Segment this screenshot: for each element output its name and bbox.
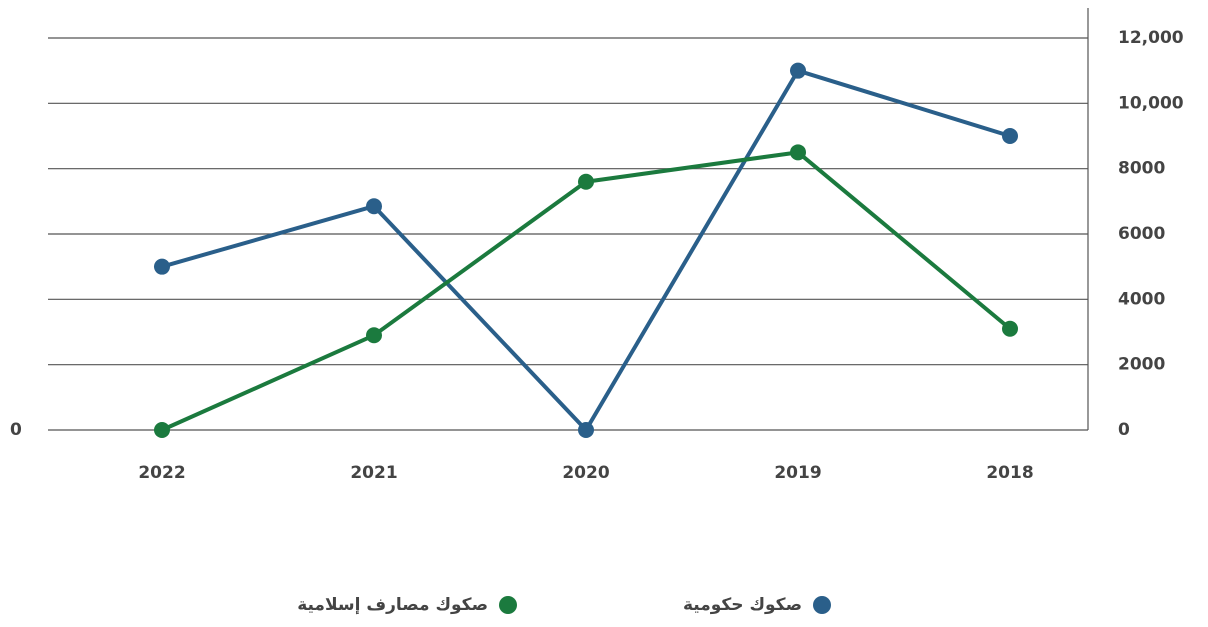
y-tick-label: 4000 <box>1118 289 1165 309</box>
legend-label: صكوك مصارف إسلامية <box>297 595 488 615</box>
data-point <box>578 422 594 438</box>
x-tick-label: 2021 <box>350 463 397 483</box>
data-point <box>366 198 382 215</box>
series-line <box>161 68 1011 432</box>
y-tick-label: 10,000 <box>1118 93 1184 113</box>
y-tick-label: 2000 <box>1118 355 1165 375</box>
data-point <box>154 422 170 438</box>
series-line <box>161 150 1012 432</box>
y-tick-label: 8000 <box>1118 159 1165 179</box>
data-point <box>1002 128 1018 144</box>
y-tick-label: 0 <box>1118 420 1130 440</box>
x-tick-label: 2018 <box>986 463 1033 483</box>
x-tick-label: 2022 <box>138 463 185 483</box>
y-tick-label: 12,000 <box>1118 28 1184 48</box>
data-point <box>366 327 382 344</box>
legend-marker <box>813 596 831 614</box>
y2-tick-label: 0 <box>10 420 22 440</box>
data-point <box>790 62 806 79</box>
legend-label: صكوك حكومية <box>683 595 802 615</box>
y-tick-label: 6000 <box>1118 224 1165 244</box>
data-point <box>578 173 594 190</box>
data-point <box>154 258 170 275</box>
legend-marker <box>499 596 517 614</box>
x-tick-label: 2019 <box>774 463 821 483</box>
data-point <box>1002 320 1018 337</box>
data-point <box>790 144 806 161</box>
x-tick-label: 2020 <box>562 463 609 483</box>
